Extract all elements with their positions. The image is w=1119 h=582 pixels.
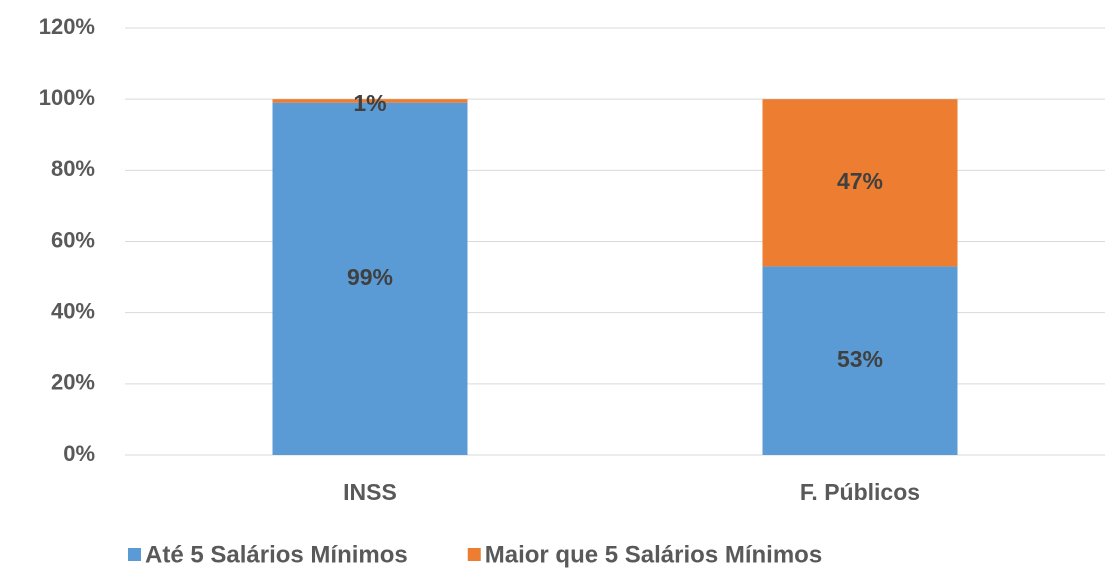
y-tick-label: 80% xyxy=(51,156,95,181)
x-tick-label: F. Públicos xyxy=(800,479,920,505)
data-label: 53% xyxy=(837,346,883,372)
bar-segment xyxy=(272,99,468,103)
x-tick-label: INSS xyxy=(343,479,397,505)
data-label: 47% xyxy=(837,168,883,194)
y-tick-label: 100% xyxy=(39,85,95,110)
legend-label: Maior que 5 Salários Mínimos xyxy=(485,541,822,568)
y-tick-label: 60% xyxy=(51,227,95,252)
legend-swatch xyxy=(467,548,481,561)
legend-swatch xyxy=(128,548,141,561)
data-label: 99% xyxy=(347,264,393,290)
legend-label: Até 5 Salários Mínimos xyxy=(145,541,408,568)
y-tick-label: 40% xyxy=(51,298,95,323)
data-label: 1% xyxy=(353,90,386,116)
y-tick-label: 0% xyxy=(63,441,95,466)
bar-segment xyxy=(762,99,958,267)
bar-segment xyxy=(762,266,958,455)
y-tick-label: 20% xyxy=(51,370,95,395)
bar-segment xyxy=(272,102,468,455)
y-tick-label: 120% xyxy=(39,14,95,39)
